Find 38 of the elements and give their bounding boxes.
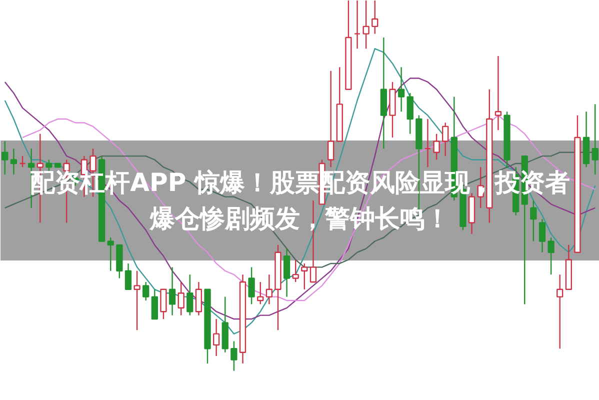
candlestick xyxy=(398,66,405,112)
candlestick xyxy=(107,236,114,272)
candlestick xyxy=(354,0,361,50)
candlestick xyxy=(301,262,308,290)
candlestick xyxy=(592,104,598,176)
candlestick xyxy=(283,248,290,298)
candlestick xyxy=(142,281,150,302)
candlestick xyxy=(328,70,334,168)
candlestick xyxy=(310,200,317,283)
candlestick xyxy=(168,266,176,316)
candlestick xyxy=(548,236,554,276)
candlestick xyxy=(186,274,194,316)
candlestick xyxy=(442,122,449,157)
candlestick xyxy=(248,266,255,305)
candlestick xyxy=(195,281,202,316)
candlestick xyxy=(19,155,26,168)
candlestick xyxy=(46,159,52,172)
candlestick xyxy=(292,259,299,283)
candlestick xyxy=(494,55,502,131)
candlestick xyxy=(530,200,537,242)
candlestick xyxy=(257,281,264,305)
candlestick xyxy=(406,92,414,134)
candlestick xyxy=(538,218,546,253)
candlestick xyxy=(556,274,564,350)
candlestick xyxy=(2,140,8,176)
candlestick xyxy=(433,133,440,160)
candlestick xyxy=(10,148,18,176)
candlestick xyxy=(151,288,158,320)
candlestick xyxy=(372,0,378,34)
candlestick xyxy=(230,340,238,372)
candlestick xyxy=(178,281,184,316)
candlestick xyxy=(160,288,167,320)
candlestick xyxy=(362,0,370,50)
candlestick xyxy=(266,274,272,305)
candlestick xyxy=(212,318,220,357)
candlestick xyxy=(424,118,432,168)
candlestick xyxy=(134,270,140,331)
candlestick xyxy=(124,262,132,290)
